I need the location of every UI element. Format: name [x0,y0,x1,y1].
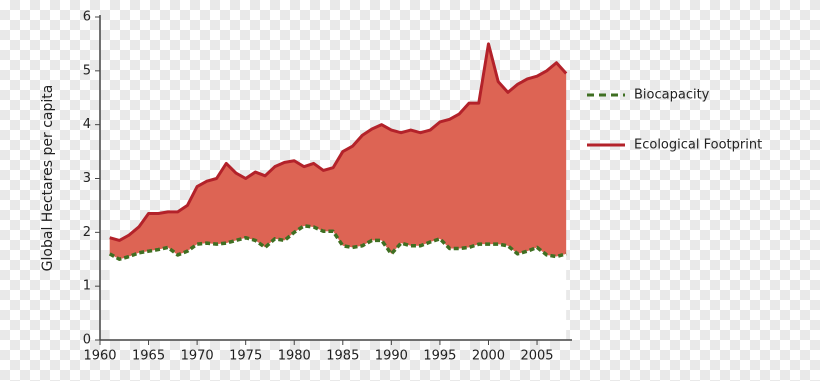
legend-label: Biocapacity [634,88,710,103]
x-tick-label: 1980 [278,349,311,364]
y-tick-label: 0 [83,333,91,348]
plot-background [109,225,567,340]
x-tick-label: 1975 [229,349,262,364]
deficit-area [109,43,567,260]
x-tick-label: 2005 [520,349,553,364]
legend-label: Ecological Footprint [634,138,762,153]
series-line [109,42,568,242]
x-tick-label: 1970 [181,349,214,364]
y-tick-label: 4 [83,117,91,132]
x-tick-label: 1985 [326,349,359,364]
x-tick-label: 2000 [472,349,505,364]
x-tick-label: 1990 [375,349,408,364]
y-tick-label: 5 [83,63,91,78]
y-tick-label: 3 [83,171,91,186]
x-tick-label: 1965 [132,349,165,364]
x-tick-label: 1995 [423,349,456,364]
y-tick-label: 6 [83,10,91,25]
y-tick-label: 2 [83,225,91,240]
x-tick-label: 1960 [83,349,116,364]
y-axis-label: Global Hectares per capita [40,85,56,272]
series-line [108,224,567,261]
y-tick-label: 1 [83,279,91,294]
